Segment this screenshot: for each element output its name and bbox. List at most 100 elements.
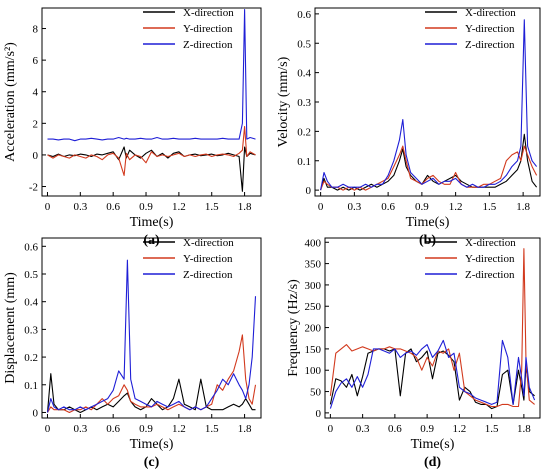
y-tick-label: 250 [305,301,322,313]
y-tick-label: 0.2 [24,352,38,364]
legend-label: X-direction [183,237,234,249]
legend-label: X-direction [183,7,234,19]
x-tick-label: 0.6 [106,201,120,213]
x-tick-label: 0.9 [139,423,153,435]
legend-label: Z-direction [183,269,233,281]
y-axis-label: Frequency (Hz/s) [286,279,301,377]
y-tick-label: 0 [33,407,39,419]
x-tick-label: 0 [328,423,334,435]
legend-label: Z-direction [465,39,515,51]
y-tick-label: 8 [33,24,39,36]
series-line-x-direction [47,146,256,192]
legend-label: X-direction [465,237,516,249]
series-line-y-direction [47,125,256,177]
x-tick-label: 0.9 [139,201,153,213]
x-tick-label: 0.3 [73,423,87,435]
y-tick-label: 0.3 [24,324,38,336]
x-tick-label: 1.5 [485,423,499,435]
x-tick-label: 0 [45,423,51,435]
y-tick-label: 0.1 [24,380,38,392]
x-tick-label: 0.6 [381,201,395,213]
y-tick-label: 0.3 [297,97,311,109]
x-tick-label: 1.8 [517,423,531,435]
x-tick-label: 0 [45,201,51,213]
x-tick-label: 1.2 [449,201,463,213]
x-tick-label: 0.6 [388,423,402,435]
panel-label: (b) [419,233,436,248]
x-tick-label: 0.3 [356,423,370,435]
x-axis-label: Time(s) [406,215,450,230]
series-line-z-direction [329,339,536,409]
panel-label: (d) [424,455,441,469]
x-tick-label: 1.2 [172,423,186,435]
y-tick-label: 50 [310,387,322,399]
x-tick-label: 1.2 [172,201,186,213]
x-axis-label: Time(s) [130,437,174,452]
x-tick-label: 1.8 [238,423,252,435]
y-tick-label: 0.4 [297,68,311,80]
series-line-x-direction [329,348,535,410]
y-tick-label: 2 [33,118,39,130]
panel-frequency: 0 0.3 0.6 0.9 1.2 1.5 1.8 0 50 100 150 200 250 300 35… [286,237,541,469]
legend-label: Z-direction [465,269,515,281]
y-tick-label: 350 [305,259,322,271]
x-tick-label: 1.5 [205,423,219,435]
y-tick-label: 0.4 [24,297,38,309]
y-tick-label: 0.2 [297,126,311,138]
series-line-y-direction [47,334,257,414]
y-tick-label: 4 [33,87,39,99]
plot-frame [314,7,541,197]
plot-frame [41,237,262,419]
legend-label: Y-direction [465,253,515,265]
panel-label: (c) [144,455,160,469]
x-tick-label: 1.8 [238,201,252,213]
y-axis-label: Velocity (mm/s) [276,56,291,147]
series-line-y-direction [320,145,538,191]
series-line-x-direction [46,373,256,414]
y-axis-label: Acceleration (mm/s²) [3,42,18,162]
y-tick-label: 200 [305,323,322,335]
y-tick-label: 300 [305,280,322,292]
y-tick-label: 0 [316,408,322,420]
legend-label: X-direction [465,7,516,19]
panel-displacement: 0 0.3 0.6 0.9 1.2 1.5 1.8 00.10.20.30.40.50.6 … [3,237,262,469]
y-tick-label: 0 [33,150,39,162]
series-line-z-direction [46,259,257,413]
x-tick-label: 1.8 [516,201,530,213]
legend-label: Z-direction [183,39,233,51]
y-tick-label: 400 [305,237,322,249]
x-axis-label: Time(s) [130,215,174,230]
series-line-z-direction [47,9,256,142]
y-tick-label: 0 [306,185,312,197]
plot-frame [41,7,262,197]
y-tick-label: -2 [29,182,38,194]
panel-velocity: 0 0.3 0.6 0.9 1.2 1.5 1.8 00.10.20.30.40.50.6 … [276,7,541,248]
legend-label: Y-direction [183,253,233,265]
panel-label: (a) [143,233,160,248]
y-tick-label: 0.5 [24,269,38,281]
legend-label: Y-direction [465,23,515,35]
y-tick-label: 0.6 [297,9,311,21]
y-tick-label: 150 [305,344,322,356]
x-tick-label: 0.3 [73,201,87,213]
x-tick-label: 1.5 [483,201,497,213]
x-axis-label: Time(s) [411,437,455,452]
y-tick-label: 0.1 [297,156,311,168]
x-tick-label: 0 [318,201,324,213]
x-tick-label: 0.6 [106,423,120,435]
y-tick-label: 100 [305,365,322,377]
series-line-x-direction [320,133,538,191]
x-tick-label: 0.3 [348,201,362,213]
y-tick-label: 6 [33,55,39,67]
x-tick-label: 1.2 [453,423,467,435]
y-tick-label: 0.5 [297,38,311,50]
series-line-z-direction [320,19,538,191]
plot-frame [324,237,541,419]
x-tick-label: 1.5 [205,201,219,213]
panel-acceleration: 0 0.3 0.6 0.9 1.2 1.5 1.8 -2 0 2 4 6 8 X-direction Y… [3,7,262,248]
legend-label: Y-direction [183,23,233,35]
y-axis-label: Displacement (mm) [3,272,18,384]
y-tick-label: 0.6 [24,241,38,253]
x-tick-label: 0.9 [420,423,434,435]
